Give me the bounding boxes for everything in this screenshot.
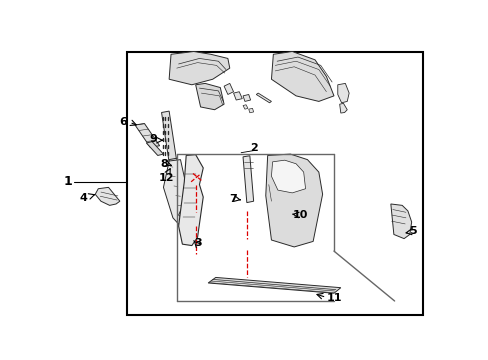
Text: 9: 9 bbox=[148, 134, 157, 144]
Text: 5: 5 bbox=[408, 226, 416, 236]
Text: 2: 2 bbox=[250, 143, 258, 153]
Polygon shape bbox=[243, 156, 253, 203]
Text: 10: 10 bbox=[292, 210, 307, 220]
Polygon shape bbox=[248, 108, 253, 113]
Text: 4: 4 bbox=[80, 193, 88, 203]
Text: 6: 6 bbox=[120, 117, 127, 127]
Polygon shape bbox=[169, 51, 229, 85]
Polygon shape bbox=[169, 158, 178, 168]
Polygon shape bbox=[243, 105, 247, 109]
Polygon shape bbox=[178, 155, 203, 246]
Polygon shape bbox=[161, 111, 176, 162]
Polygon shape bbox=[195, 84, 224, 110]
Text: 1: 1 bbox=[63, 175, 72, 188]
Text: 11: 11 bbox=[325, 293, 341, 303]
Polygon shape bbox=[135, 123, 159, 147]
Text: 3: 3 bbox=[194, 238, 202, 248]
Text: 12: 12 bbox=[159, 173, 174, 183]
Polygon shape bbox=[208, 278, 340, 293]
Polygon shape bbox=[224, 84, 233, 94]
Polygon shape bbox=[243, 94, 250, 102]
Polygon shape bbox=[271, 160, 305, 193]
Polygon shape bbox=[337, 84, 348, 103]
Polygon shape bbox=[146, 141, 163, 156]
Polygon shape bbox=[256, 93, 271, 103]
Polygon shape bbox=[95, 187, 120, 205]
Polygon shape bbox=[271, 51, 333, 102]
Polygon shape bbox=[390, 204, 411, 239]
Polygon shape bbox=[233, 92, 242, 100]
Text: 8: 8 bbox=[160, 159, 168, 169]
Polygon shape bbox=[163, 159, 188, 226]
Polygon shape bbox=[265, 154, 322, 247]
Bar bbox=[127, 51, 422, 315]
Text: 7: 7 bbox=[228, 194, 236, 204]
Polygon shape bbox=[339, 103, 346, 113]
